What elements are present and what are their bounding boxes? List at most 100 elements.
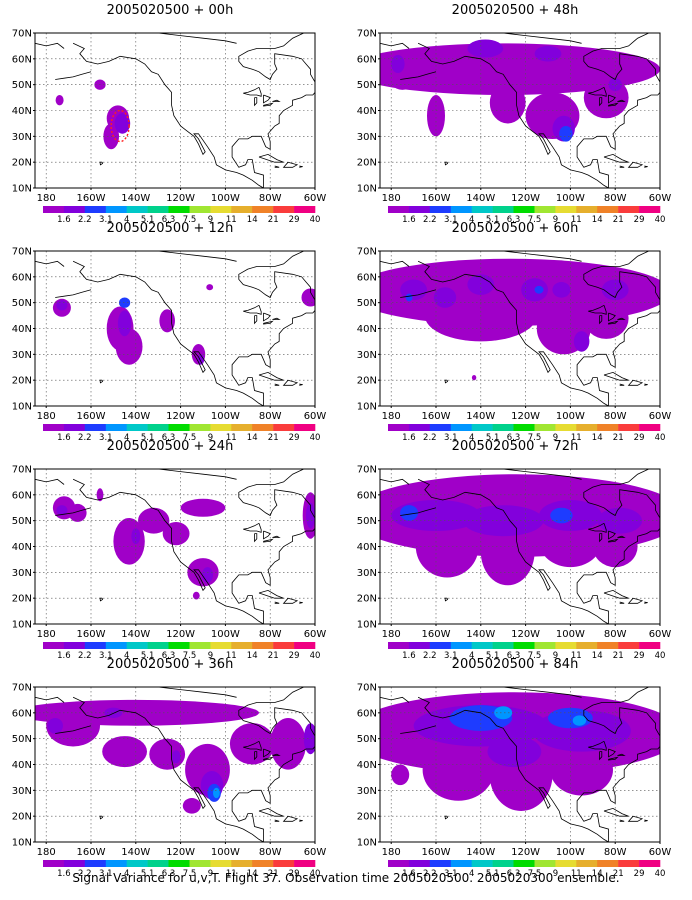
colorbar-swatch: [63, 642, 86, 649]
coastline: [627, 161, 644, 168]
colorbar-swatch: [576, 860, 598, 867]
colorbar-label: 21: [613, 651, 624, 661]
coastline: [617, 317, 626, 320]
variance-contour: [270, 718, 306, 770]
y-tick-label: 50N: [357, 298, 377, 309]
colorbar-swatch: [388, 642, 410, 649]
colorbar-label: 1.6: [402, 215, 416, 225]
y-tick-label: 40N: [12, 542, 32, 553]
coastline: [583, 469, 660, 519]
colorbar-swatch: [252, 424, 274, 431]
colorbar-swatch: [408, 642, 431, 649]
variance-contour: [138, 507, 170, 534]
colorbar-label: 4: [469, 869, 474, 879]
colorbar-swatch: [294, 424, 316, 431]
colorbar-swatch: [408, 860, 431, 867]
coastline: [258, 589, 284, 599]
colorbar-label: 11: [226, 651, 237, 661]
coastline: [254, 97, 258, 107]
colorbar-swatch: [210, 206, 232, 213]
colorbar-swatch: [147, 206, 169, 213]
colorbar-label: 6.3: [507, 215, 521, 225]
y-tick-label: 10N: [357, 184, 377, 195]
colorbar-swatch: [231, 860, 253, 867]
variance-contour: [462, 505, 544, 537]
y-tick-label: 50N: [12, 516, 32, 527]
colorbar-label: 7.5: [183, 869, 197, 879]
colorbar-label: 7.5: [528, 215, 542, 225]
colorbar-swatch: [597, 206, 619, 213]
colorbar-swatch: [534, 206, 556, 213]
coastline: [272, 317, 281, 320]
coastline: [644, 165, 648, 168]
variance-contour: [422, 738, 495, 801]
variance-contour: [552, 282, 571, 298]
coastline: [263, 530, 271, 540]
colorbar-label: 7.5: [183, 433, 197, 443]
colorbar-label: 7.5: [183, 651, 197, 661]
x-tick-label: 140W: [121, 193, 150, 204]
variance-contour: [572, 715, 587, 726]
colorbar-swatch: [168, 642, 190, 649]
colorbar-swatch: [63, 424, 86, 431]
colorbar-label: 3.1: [99, 433, 113, 443]
variance-contour: [301, 288, 315, 307]
colorbar-label: 40: [310, 215, 321, 225]
coastline: [35, 260, 65, 267]
map-figure: 10N 20N 30N 40N 50N 60N 70N 180 160W 140W 120W 100W…: [12, 247, 327, 444]
coastline: [503, 33, 582, 44]
coastline: [55, 71, 92, 80]
colorbar-swatch: [126, 206, 148, 213]
map-panel-p36: 2005020500 + 36h 10N 20N 30N 40N 50N 60N 70N 180…: [5, 657, 335, 879]
map-figure: 10N 20N 30N 40N 50N 60N 70N 180 160W 140W 120W 100W…: [357, 247, 672, 444]
y-tick-label: 70N: [357, 247, 377, 258]
coastline: [243, 304, 262, 315]
coastline: [588, 86, 607, 97]
coastline: [603, 371, 629, 381]
colorbar-label: 2.2: [78, 869, 92, 879]
x-tick-label: 80W: [604, 193, 627, 204]
colorbar-swatch: [408, 206, 431, 213]
coastline: [503, 687, 582, 698]
variance-contour: [583, 76, 629, 119]
variance-contour: [117, 310, 132, 337]
y-tick-label: 10N: [12, 838, 32, 849]
colorbar-label: 14: [592, 433, 603, 443]
y-tick-label: 10N: [357, 838, 377, 849]
variance-contour: [102, 736, 147, 768]
coastline: [72, 478, 264, 624]
colorbar-swatch: [471, 424, 493, 431]
coastline: [158, 33, 237, 44]
colorbar-swatch: [597, 860, 619, 867]
colorbar-label: 5.1: [486, 651, 500, 661]
coastline: [644, 601, 648, 604]
variance-contour: [201, 567, 214, 583]
y-tick-label: 30N: [357, 132, 377, 143]
coastline: [258, 807, 284, 817]
coastline: [619, 165, 625, 168]
coastline: [35, 42, 65, 49]
variance-contour: [494, 706, 513, 720]
variance-contour: [433, 287, 457, 308]
colorbar-label: 4: [124, 651, 129, 661]
y-tick-label: 20N: [357, 376, 377, 387]
coastline: [243, 86, 262, 97]
colorbar-label: 3.1: [99, 215, 113, 225]
coastline: [400, 507, 437, 516]
coastline: [263, 312, 271, 322]
colorbar-swatch: [513, 642, 535, 649]
y-tick-label: 50N: [357, 734, 377, 745]
x-tick-label: 100W: [556, 193, 585, 204]
coastline: [583, 687, 660, 737]
y-tick-label: 50N: [357, 516, 377, 527]
colorbar-swatch: [576, 206, 598, 213]
coastline: [627, 597, 644, 604]
y-tick-label: 70N: [12, 247, 32, 258]
colorbar-swatch: [43, 424, 65, 431]
colorbar-label: 21: [613, 433, 624, 443]
colorbar-swatch: [43, 860, 65, 867]
variance-contour: [55, 95, 64, 106]
variance-contour: [471, 375, 477, 381]
colorbar-label: 40: [310, 651, 321, 661]
colorbar-label: 6.3: [507, 651, 521, 661]
